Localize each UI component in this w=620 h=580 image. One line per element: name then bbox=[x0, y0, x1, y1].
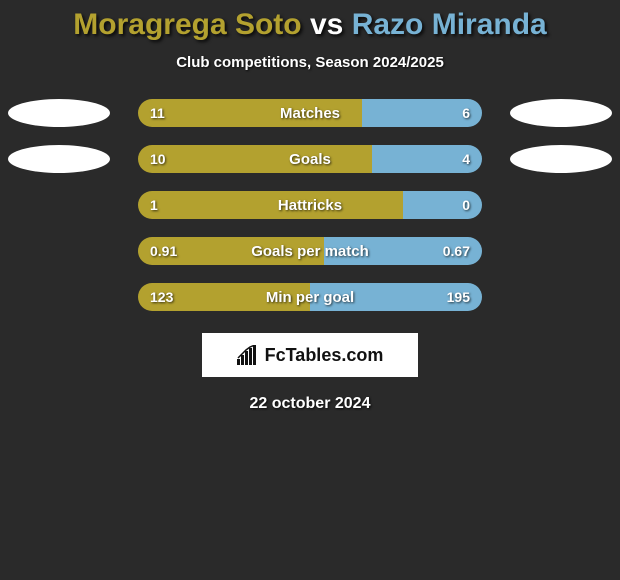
stat-row: Min per goal123195 bbox=[0, 283, 620, 311]
chart-bars-icon bbox=[237, 345, 259, 365]
player2-oval bbox=[510, 145, 612, 173]
player1-oval bbox=[8, 99, 110, 127]
date-text: 22 october 2024 bbox=[250, 395, 371, 413]
stat-rows: Matches116 Goals104 Hattricks10 Goals per m… bbox=[0, 99, 620, 311]
player1-name: Moragrega Soto bbox=[73, 8, 301, 41]
bar-right-fill bbox=[362, 99, 482, 127]
player1-oval bbox=[8, 145, 110, 173]
bar-track bbox=[138, 145, 482, 173]
stat-bar: Matches116 bbox=[138, 99, 482, 127]
bar-right-fill bbox=[403, 191, 482, 219]
stat-bar: Goals per match0.910.67 bbox=[138, 237, 482, 265]
subtitle: Club competitions, Season 2024/2025 bbox=[176, 54, 444, 71]
stat-row: Hattricks10 bbox=[0, 191, 620, 219]
bar-right-fill bbox=[324, 237, 482, 265]
comparison-card: Moragrega Soto vs Razo Miranda Club comp… bbox=[0, 0, 620, 413]
bar-left-fill bbox=[138, 145, 372, 173]
bar-track bbox=[138, 99, 482, 127]
bar-track bbox=[138, 283, 482, 311]
bar-left-fill bbox=[138, 191, 403, 219]
brand-box: FcTables.com bbox=[202, 333, 418, 377]
stat-bar: Goals104 bbox=[138, 145, 482, 173]
stat-row: Goals104 bbox=[0, 145, 620, 173]
stat-bar: Hattricks10 bbox=[138, 191, 482, 219]
vs-text: vs bbox=[310, 8, 343, 41]
bar-left-fill bbox=[138, 237, 324, 265]
bar-left-fill bbox=[138, 283, 310, 311]
stat-row: Goals per match0.910.67 bbox=[0, 237, 620, 265]
stat-row: Matches116 bbox=[0, 99, 620, 127]
bar-right-fill bbox=[310, 283, 482, 311]
bar-left-fill bbox=[138, 99, 362, 127]
brand: FcTables.com bbox=[237, 345, 384, 366]
bar-track bbox=[138, 237, 482, 265]
stat-bar: Min per goal123195 bbox=[138, 283, 482, 311]
bar-track bbox=[138, 191, 482, 219]
player2-name: Razo Miranda bbox=[352, 8, 547, 41]
page-title: Moragrega Soto vs Razo Miranda bbox=[73, 8, 546, 42]
bar-right-fill bbox=[372, 145, 482, 173]
player2-oval bbox=[510, 99, 612, 127]
brand-text: FcTables.com bbox=[265, 345, 384, 366]
